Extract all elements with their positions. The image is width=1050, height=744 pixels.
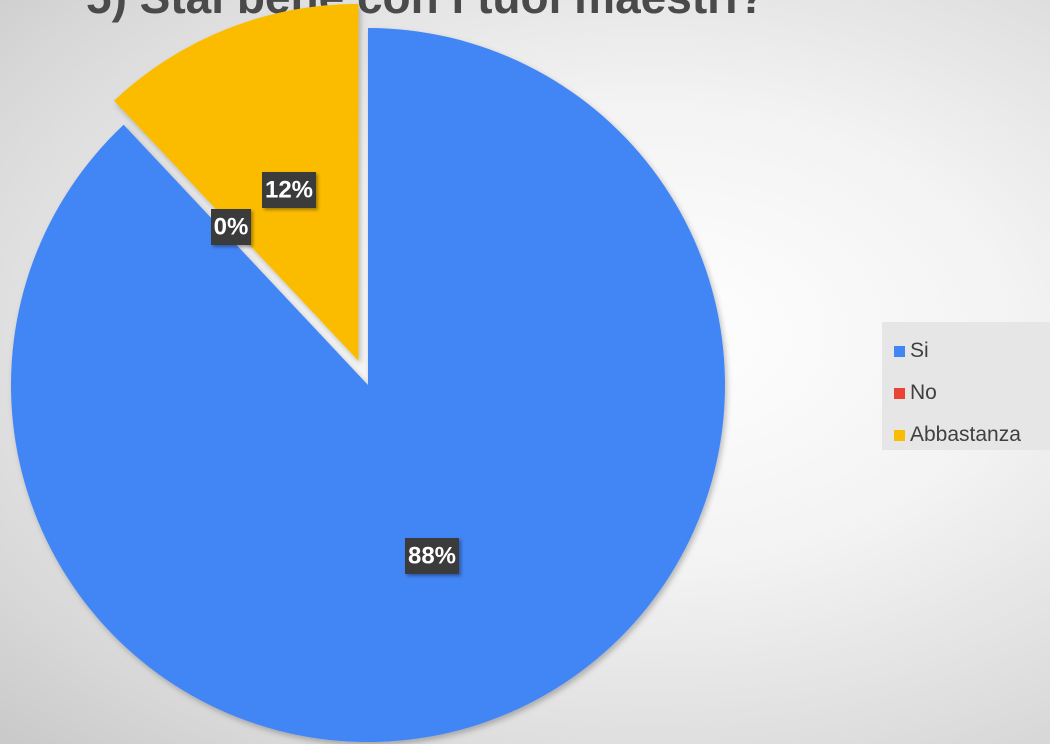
- chart-title: 5) Stai bene con i tuoi maestri?: [86, 0, 766, 24]
- data-label-box-si: [405, 538, 459, 574]
- legend-item-si: Si: [882, 330, 1050, 372]
- data-label-text-si: 88%: [408, 543, 456, 570]
- legend-item-no: No: [882, 372, 1050, 414]
- legend-label-no: No: [910, 381, 937, 404]
- data-label-box-abbastanza: [262, 172, 316, 208]
- data-label-no: 0%: [211, 209, 251, 245]
- pie-slice-abbastanza: [114, 3, 359, 361]
- legend-swatch-abbastanza: [894, 429, 905, 441]
- data-label-text-abbastanza: 12%: [265, 177, 313, 204]
- legend: Si No Abbastanza: [882, 322, 1050, 450]
- legend-label-si: Si: [910, 339, 929, 362]
- legend-swatch-no: [894, 387, 905, 399]
- legend-swatch-si: [894, 345, 905, 357]
- legend-label-abbastanza: Abbastanza: [910, 423, 1021, 446]
- data-label-abbastanza: 12%: [262, 172, 316, 208]
- legend-item-abbastanza: Abbastanza: [882, 414, 1050, 456]
- pie-slice-si: [10, 28, 725, 742]
- data-label-box-no: [211, 209, 251, 245]
- data-label-text-no: 0%: [214, 214, 249, 241]
- data-label-si: 88%: [405, 538, 459, 574]
